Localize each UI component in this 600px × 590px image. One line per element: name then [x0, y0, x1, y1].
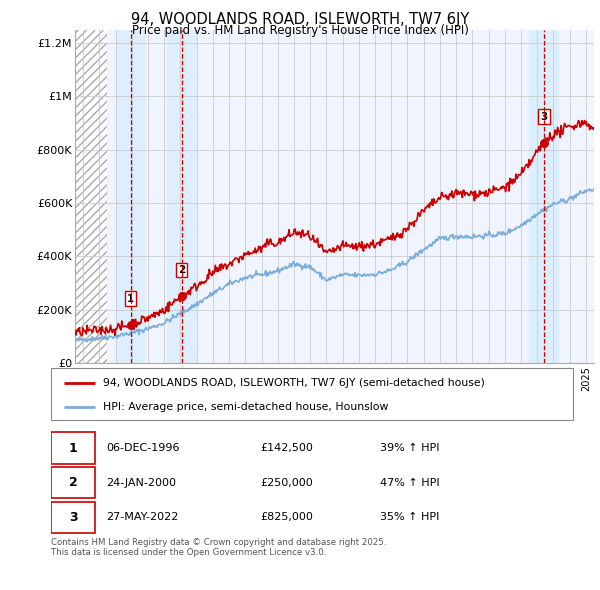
Text: 3: 3 — [540, 112, 548, 122]
Bar — [116, 30, 145, 363]
Text: £142,500: £142,500 — [260, 443, 313, 453]
FancyBboxPatch shape — [51, 368, 573, 420]
Text: 1: 1 — [127, 293, 134, 303]
Text: 94, WOODLANDS ROAD, ISLEWORTH, TW7 6JY: 94, WOODLANDS ROAD, ISLEWORTH, TW7 6JY — [131, 12, 469, 27]
Bar — [75, 30, 107, 363]
Text: Contains HM Land Registry data © Crown copyright and database right 2025.
This d: Contains HM Land Registry data © Crown c… — [51, 538, 386, 558]
Text: 3: 3 — [69, 511, 77, 524]
Text: 06-DEC-1996: 06-DEC-1996 — [106, 443, 179, 453]
FancyBboxPatch shape — [51, 432, 95, 464]
Text: 1: 1 — [69, 441, 77, 455]
FancyBboxPatch shape — [51, 502, 95, 533]
Text: Price paid vs. HM Land Registry's House Price Index (HPI): Price paid vs. HM Land Registry's House … — [131, 24, 469, 37]
Text: 24-JAN-2000: 24-JAN-2000 — [106, 478, 176, 488]
FancyBboxPatch shape — [51, 467, 95, 499]
Text: 35% ↑ HPI: 35% ↑ HPI — [380, 512, 439, 522]
Text: 2: 2 — [69, 476, 77, 489]
Text: £250,000: £250,000 — [260, 478, 313, 488]
Text: 94, WOODLANDS ROAD, ISLEWORTH, TW7 6JY (semi-detached house): 94, WOODLANDS ROAD, ISLEWORTH, TW7 6JY (… — [103, 378, 485, 388]
Point — [539, 138, 548, 148]
Text: 27-MAY-2022: 27-MAY-2022 — [106, 512, 178, 522]
Text: 2: 2 — [178, 265, 185, 275]
Bar — [167, 30, 196, 363]
Bar — [75, 30, 107, 363]
Text: 47% ↑ HPI: 47% ↑ HPI — [380, 478, 439, 488]
Text: HPI: Average price, semi-detached house, Hounslow: HPI: Average price, semi-detached house,… — [103, 402, 389, 412]
Point — [126, 320, 136, 330]
Text: £825,000: £825,000 — [260, 512, 313, 522]
Point — [177, 291, 187, 301]
Text: 39% ↑ HPI: 39% ↑ HPI — [380, 443, 439, 453]
Bar — [529, 30, 559, 363]
